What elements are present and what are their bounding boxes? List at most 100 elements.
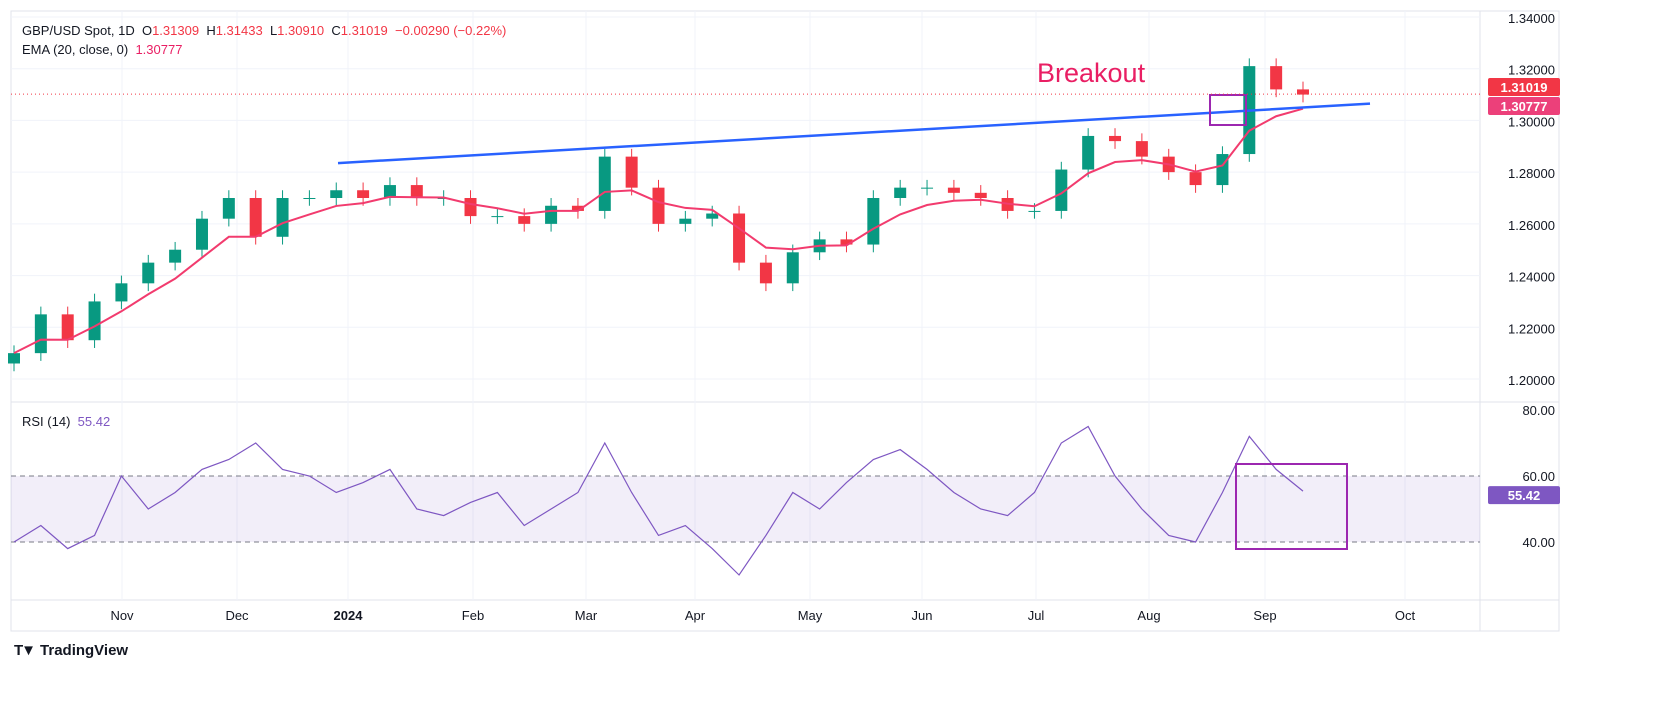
candle-body — [1109, 135, 1122, 142]
time-tick-label: May — [798, 608, 823, 623]
symbol-title: GBP/USD Spot, 1D — [22, 23, 135, 38]
price-tick-label: 1.30000 — [1508, 114, 1555, 129]
candle-body — [169, 249, 182, 263]
candle-body — [383, 185, 396, 198]
candle-body — [276, 198, 289, 237]
price-tick-label: 1.34000 — [1508, 11, 1555, 26]
candle-body — [759, 262, 772, 284]
time-tick-label: Feb — [462, 608, 484, 623]
candle-body — [1270, 66, 1283, 90]
close-price-tag-text: 1.31019 — [1501, 80, 1548, 95]
time-tick-label: Aug — [1137, 608, 1160, 623]
candle-body — [249, 198, 262, 237]
open-label: O — [141, 23, 153, 38]
rsi-value-tag-text: 55.42 — [1508, 488, 1541, 503]
candle-body — [1055, 169, 1068, 211]
candle-body — [625, 156, 638, 188]
candle-body — [1028, 210, 1041, 212]
candle-body — [410, 185, 423, 198]
candle-body — [867, 198, 880, 245]
candle-body — [652, 187, 665, 224]
candle-body — [974, 192, 987, 198]
rsi-value: 55.42 — [77, 414, 111, 429]
candle-body — [921, 187, 934, 189]
candle-body — [894, 187, 907, 198]
close-price-tag — [1488, 78, 1560, 96]
change-value: −0.00290 (−0.22%) — [395, 23, 507, 38]
breakout-annotation: Breakout — [1037, 58, 1146, 88]
candle-body — [1082, 135, 1095, 170]
high-label: H — [206, 23, 216, 38]
chart-frame — [10, 10, 1560, 632]
candle-body — [142, 262, 155, 284]
time-tick-label: Sep — [1253, 608, 1276, 623]
time-tick-label: Mar — [575, 608, 598, 623]
candle-body — [357, 190, 370, 198]
candle-body — [115, 283, 128, 302]
rsi-tick-label: 60.00 — [1522, 469, 1555, 484]
tradingview-logo-icon: T▼ — [14, 642, 36, 659]
ema-label: EMA (20, close, 0) — [22, 42, 129, 57]
close-label: C — [331, 23, 341, 38]
rsi-tick-label: 80.00 — [1522, 403, 1555, 418]
candle-body — [195, 218, 208, 250]
ema-line — [13, 107, 1304, 355]
high-value: 1.31433 — [215, 23, 263, 38]
price-tick-label: 1.26000 — [1508, 218, 1555, 233]
time-tick-label: Jun — [912, 608, 933, 623]
candle-body — [679, 218, 692, 224]
symbol-legend: GBP/USD Spot, 1D O1.31309 H1.31433 L1.30… — [22, 23, 506, 38]
candle-body — [88, 301, 101, 341]
time-tick-label: Apr — [685, 608, 706, 623]
brand-name: TradingView — [40, 642, 129, 659]
candle-body — [947, 187, 960, 193]
low-value: 1.30910 — [277, 23, 325, 38]
candle-body — [61, 314, 74, 341]
ema-value: 1.30777 — [135, 42, 183, 57]
candle-body — [222, 198, 235, 219]
candle-body — [1297, 89, 1309, 95]
price-tick-label: 1.24000 — [1508, 270, 1555, 285]
time-tick-label: 2024 — [334, 608, 364, 623]
candle-body — [1189, 172, 1202, 186]
candle-body — [571, 205, 584, 211]
rsi-line — [13, 425, 1304, 576]
candle-body — [598, 156, 611, 211]
price-tick-label: 1.20000 — [1508, 373, 1555, 388]
rsi-legend: RSI (14) 55.42 — [22, 414, 110, 429]
price-tick-label: 1.22000 — [1508, 321, 1555, 336]
rsi-highlight-box — [1235, 463, 1348, 550]
candle-body — [733, 213, 746, 263]
rsi-label: RSI (14) — [22, 414, 71, 429]
candle-body — [786, 252, 799, 284]
breakout-box — [1209, 94, 1247, 126]
ema-price-tag-text: 1.30777 — [1501, 99, 1548, 114]
candle-body — [491, 216, 504, 218]
ema-legend: EMA (20, close, 0) 1.30777 — [22, 42, 182, 57]
candle-body — [8, 353, 20, 364]
candle-body — [518, 216, 531, 224]
low-label: L — [269, 23, 278, 38]
candle-body — [840, 239, 853, 245]
candle-body — [545, 205, 558, 224]
time-tick-label: Nov — [110, 608, 134, 623]
candle-body — [330, 190, 343, 198]
rsi-band — [11, 476, 1480, 542]
candle-body — [303, 198, 316, 199]
time-tick-label: Oct — [1395, 608, 1416, 623]
price-tick-label: 1.32000 — [1508, 63, 1555, 78]
time-tick-label: Jul — [1028, 608, 1045, 623]
ema-price-tag — [1488, 97, 1560, 115]
candle-body — [1135, 141, 1148, 157]
rsi-tick-label: 40.00 — [1522, 535, 1555, 550]
price-tick-label: 1.28000 — [1508, 166, 1555, 181]
close-value: 1.31019 — [340, 23, 388, 38]
candle-body — [464, 198, 477, 217]
tradingview-logo[interactable]: T▼ TradingView — [14, 642, 128, 659]
candle-body — [706, 213, 719, 219]
open-value: 1.31309 — [152, 23, 200, 38]
rsi-value-tag — [1488, 486, 1560, 505]
trendline — [337, 102, 1371, 165]
